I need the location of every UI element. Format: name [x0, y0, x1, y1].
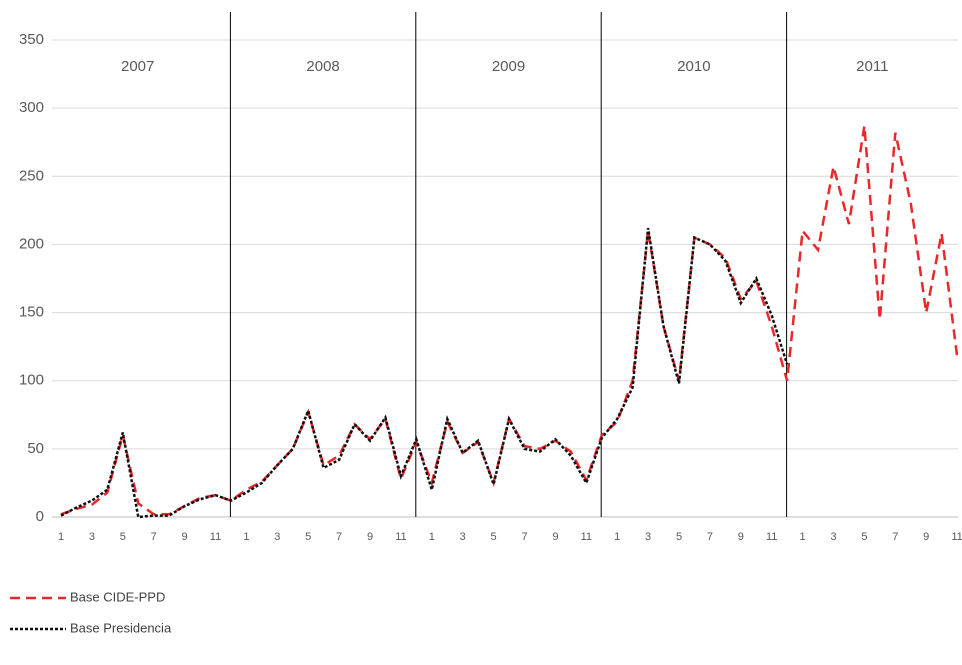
x-tick-label: 5 — [491, 531, 497, 543]
year-label: 2011 — [856, 58, 888, 75]
year-label: 2009 — [492, 58, 525, 75]
x-tick-label: 9 — [738, 531, 744, 543]
y-tick-label: 350 — [19, 31, 44, 48]
x-tick-label: 7 — [151, 531, 157, 543]
year-label: 2007 — [121, 58, 154, 75]
x-tick-label: 7 — [521, 531, 527, 543]
x-tick-label: 3 — [645, 531, 651, 543]
y-tick-label: 100 — [19, 372, 44, 389]
year-label: 2008 — [306, 58, 339, 75]
y-tick-label: 50 — [27, 440, 44, 457]
x-tick-label: 9 — [552, 531, 558, 543]
legend-label: Base Presidencia — [70, 620, 172, 635]
x-tick-label: 9 — [367, 531, 373, 543]
x-tick-label: 1 — [243, 531, 249, 543]
y-tick-label: 150 — [19, 304, 44, 321]
x-tick-label: 3 — [274, 531, 280, 543]
series-line — [60, 125, 959, 516]
year-label: 2010 — [677, 58, 710, 75]
legend-label: Base CIDE-PPD — [70, 589, 165, 604]
x-tick-label: 3 — [830, 531, 836, 543]
y-tick-label: 0 — [36, 508, 44, 525]
series-line — [60, 227, 789, 519]
x-tick-label: 11 — [766, 531, 777, 543]
x-tick-label: 5 — [305, 531, 311, 543]
x-tick-label: 3 — [460, 531, 466, 543]
x-tick-label: 1 — [800, 531, 806, 543]
x-tick-label: 1 — [58, 531, 64, 543]
y-tick-label: 200 — [19, 235, 44, 252]
x-tick-label: 1 — [429, 531, 435, 543]
y-tick-label: 300 — [19, 99, 44, 116]
x-tick-label: 7 — [707, 531, 713, 543]
x-tick-label: 7 — [336, 531, 342, 543]
x-tick-label: 9 — [923, 531, 929, 543]
x-tick-label: 11 — [951, 531, 962, 543]
x-tick-label: 9 — [182, 531, 188, 543]
x-tick-label: 11 — [581, 531, 592, 543]
x-tick-label: 5 — [676, 531, 682, 543]
x-tick-label: 5 — [120, 531, 126, 543]
x-tick-label: 1 — [614, 531, 620, 543]
x-tick-label: 3 — [89, 531, 95, 543]
y-tick-label: 250 — [19, 167, 44, 184]
x-tick-label: 11 — [395, 531, 406, 543]
x-tick-label: 11 — [210, 531, 221, 543]
x-tick-label: 5 — [861, 531, 867, 543]
x-tick-label: 7 — [892, 531, 898, 543]
